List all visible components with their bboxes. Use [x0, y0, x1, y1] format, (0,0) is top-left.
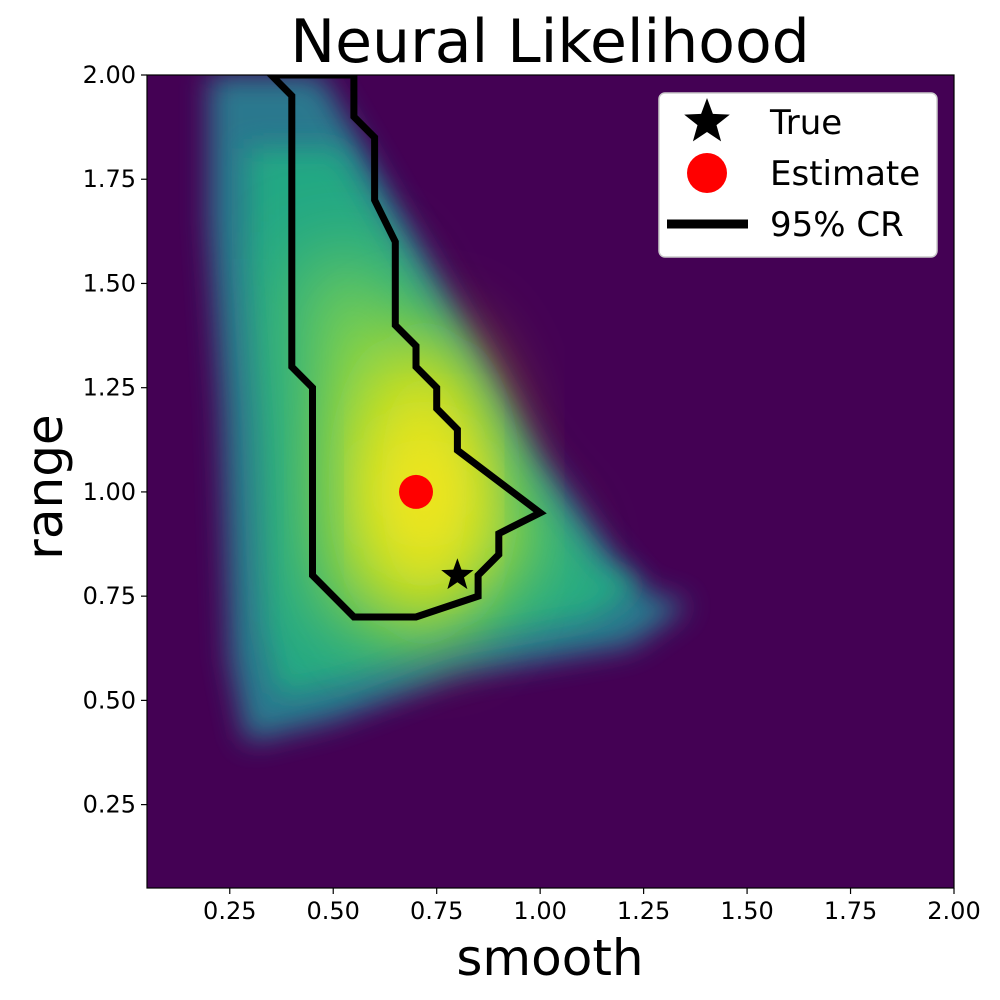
true-star-marker: [441, 558, 474, 590]
y-tick-label: 0.50: [83, 686, 136, 714]
y-tick-label: 0.75: [83, 582, 136, 610]
x-tick-label: 2.00: [927, 897, 980, 925]
x-tick-label: 0.50: [307, 897, 360, 925]
legend-credible-region-label: 95% CR: [770, 205, 904, 245]
x-tick-label: 1.50: [720, 897, 773, 925]
legend-estimate-label: Estimate: [770, 154, 920, 194]
y-tick-label: 1.75: [83, 165, 136, 193]
credible-region-contour: [266, 75, 547, 621]
x-tick-label: 0.25: [203, 897, 256, 925]
plot-frame: [146, 74, 955, 889]
y-axis-label: range: [16, 414, 74, 559]
chart-title: Neural Likelihood: [290, 7, 810, 77]
likelihood-heatmap: [209, 75, 690, 743]
estimate-marker: [399, 474, 433, 509]
y-tick-label: 1.25: [83, 374, 136, 402]
x-axis-label: smooth: [456, 929, 643, 987]
x-axis-ticks: 0.25 0.50 0.75 1.00 1.25 1.50 1.75 2.00: [203, 888, 981, 925]
legend-box: [658, 92, 938, 258]
y-tick-label: 1.50: [83, 269, 136, 297]
y-tick-label: 0.25: [83, 791, 136, 819]
legend-true-label: True: [769, 103, 842, 143]
x-tick-label: 1.00: [513, 897, 566, 925]
legend-estimate-dot-icon: [687, 153, 727, 193]
legend: True Estimate 95% CR: [658, 92, 938, 258]
x-tick-label: 1.75: [824, 897, 877, 925]
y-tick-label: 1.00: [83, 478, 136, 506]
x-tick-label: 0.75: [410, 897, 463, 925]
legend-true-star-icon: [684, 98, 730, 142]
y-tick-label: 2.00: [83, 61, 136, 89]
y-axis-ticks: 0.25 0.50 0.75 1.00 1.25 1.50 1.75 2.00: [83, 61, 147, 819]
x-tick-label: 1.25: [617, 897, 670, 925]
